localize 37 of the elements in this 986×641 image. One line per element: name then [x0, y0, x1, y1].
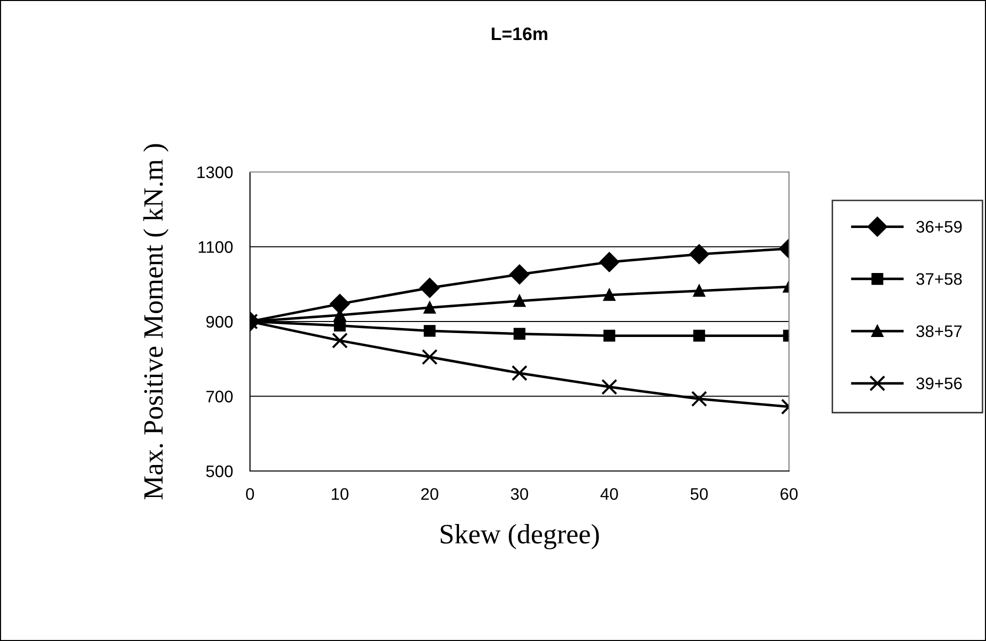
y-tick-label: 900 [206, 316, 233, 328]
point [512, 365, 528, 382]
x-tick-label: 10 [332, 488, 348, 500]
point [603, 330, 616, 342]
point [601, 378, 618, 395]
point [422, 349, 438, 365]
point [510, 264, 530, 284]
y-tick-label: 1300 [198, 166, 233, 178]
y-axis-title: Max. Positive Moment ( kN.m ) [143, 144, 168, 500]
x-tick-label: 30 [510, 488, 528, 500]
point [330, 294, 350, 314]
point [332, 332, 348, 349]
point [599, 252, 620, 272]
x-tick-label: 60 [780, 488, 798, 500]
point [514, 328, 526, 340]
x-tick-label: 20 [421, 488, 438, 500]
legend-label: 37+58 [916, 273, 962, 285]
point [514, 295, 526, 307]
point [424, 302, 436, 314]
y-tick-label: 700 [206, 390, 233, 402]
point [689, 244, 710, 264]
x-tick-label: 0 [246, 488, 254, 500]
point [693, 330, 706, 342]
x-axis-title: Skew (degree) [440, 524, 599, 550]
y-tick-label: 500 [206, 465, 233, 478]
x-tick-label: 40 [600, 488, 618, 500]
point [603, 289, 616, 301]
legend-label: 38+57 [916, 325, 962, 338]
point [424, 324, 436, 337]
x-tick-label: 50 [690, 488, 708, 500]
point [420, 278, 440, 298]
chart-title: L=16m [492, 27, 548, 40]
legend-label: 39+56 [916, 378, 962, 390]
point [691, 390, 708, 407]
y-tick-label: 1100 [198, 241, 233, 253]
point [693, 284, 706, 297]
legend-label: 36+59 [916, 220, 962, 233]
